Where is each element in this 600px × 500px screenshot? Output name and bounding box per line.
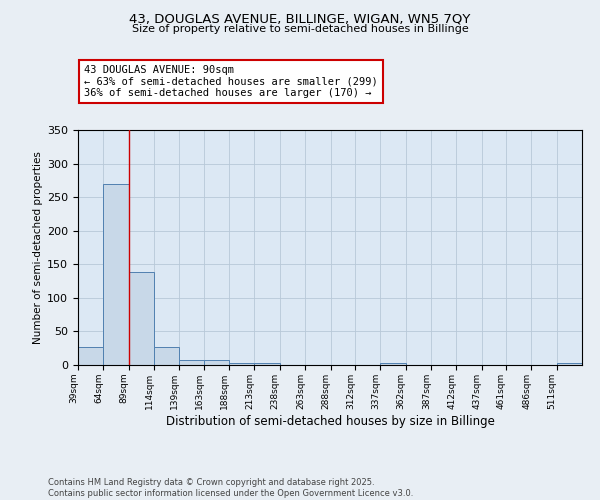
Bar [557, 363, 582, 365]
Bar [204, 360, 229, 365]
Bar [179, 360, 204, 365]
X-axis label: Distribution of semi-detached houses by size in Billinge: Distribution of semi-detached houses by … [166, 414, 494, 428]
Text: 43 DOUGLAS AVENUE: 90sqm
← 63% of semi-detached houses are smaller (299)
36% of : 43 DOUGLAS AVENUE: 90sqm ← 63% of semi-d… [84, 65, 378, 98]
Text: Size of property relative to semi-detached houses in Billinge: Size of property relative to semi-detach… [131, 24, 469, 34]
Bar [154, 347, 179, 365]
Text: 43, DOUGLAS AVENUE, BILLINGE, WIGAN, WN5 7QY: 43, DOUGLAS AVENUE, BILLINGE, WIGAN, WN5… [130, 12, 470, 26]
Bar [229, 363, 254, 365]
Bar [129, 272, 154, 365]
Bar [78, 347, 103, 365]
Text: Contains HM Land Registry data © Crown copyright and database right 2025.
Contai: Contains HM Land Registry data © Crown c… [48, 478, 413, 498]
Bar [254, 363, 280, 365]
Bar [103, 184, 129, 365]
Bar [380, 363, 406, 365]
Y-axis label: Number of semi-detached properties: Number of semi-detached properties [33, 151, 43, 344]
